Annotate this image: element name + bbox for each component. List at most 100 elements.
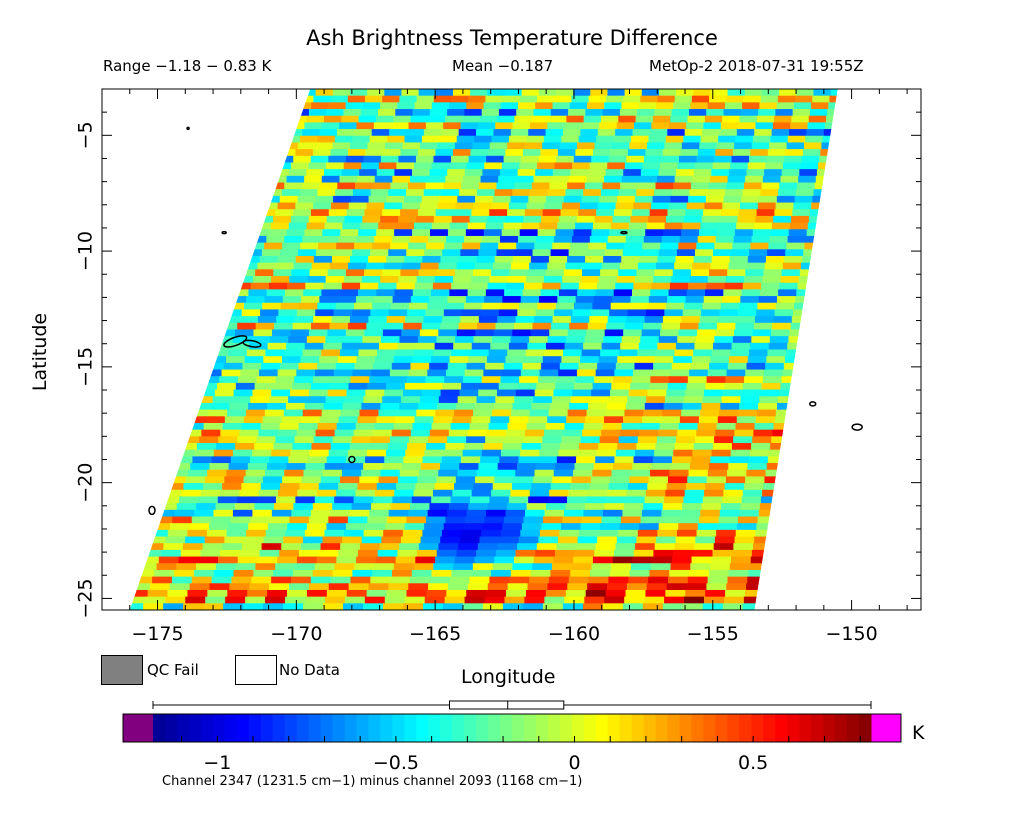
heatmap-cell bbox=[671, 189, 691, 197]
heatmap-cell bbox=[772, 543, 793, 551]
heatmap-cell bbox=[187, 469, 208, 478]
colorbar-segment bbox=[248, 714, 262, 742]
heatmap-cell bbox=[165, 422, 186, 431]
heatmap-cell bbox=[304, 122, 323, 130]
heatmap-cell bbox=[639, 523, 660, 531]
heatmap-cell bbox=[386, 449, 406, 457]
heatmap-cell bbox=[547, 416, 567, 424]
heatmap-cell bbox=[191, 349, 211, 357]
heatmap-cell bbox=[574, 549, 595, 558]
heatmap-cell bbox=[380, 276, 400, 284]
heatmap-cell bbox=[191, 576, 213, 584]
heatmap-cell bbox=[440, 255, 460, 264]
heatmap-cell bbox=[739, 402, 759, 411]
heatmap-cell bbox=[182, 543, 204, 551]
heatmap-cell bbox=[407, 443, 427, 451]
heatmap-cell bbox=[624, 409, 644, 417]
heatmap-cell bbox=[391, 122, 410, 130]
heatmap-cell bbox=[331, 255, 351, 264]
heatmap-cell bbox=[314, 496, 335, 504]
heatmap-cell bbox=[382, 329, 402, 337]
heatmap-cell bbox=[436, 269, 456, 277]
heatmap-cell bbox=[368, 255, 387, 264]
heatmap-cell bbox=[472, 563, 494, 571]
heatmap-cell bbox=[152, 516, 173, 524]
heatmap-cell bbox=[283, 409, 304, 417]
heatmap-cell bbox=[361, 536, 382, 544]
heatmap-cell bbox=[416, 409, 436, 417]
heatmap-cell bbox=[605, 169, 624, 177]
heatmap-cell bbox=[503, 155, 522, 164]
heatmap-cell bbox=[742, 102, 760, 110]
heatmap-cell bbox=[493, 129, 512, 137]
heatmap-cell bbox=[387, 443, 408, 451]
heatmap-cell bbox=[622, 509, 643, 518]
heatmap-cell bbox=[220, 549, 241, 558]
heatmap-cell bbox=[277, 255, 297, 264]
heatmap-cell bbox=[759, 289, 779, 297]
heatmap-cell bbox=[462, 175, 482, 184]
heatmap-cell bbox=[643, 155, 663, 164]
colorbar-segment bbox=[643, 714, 657, 742]
heatmap-cell bbox=[577, 289, 597, 297]
heatmap-cell bbox=[651, 202, 670, 210]
heatmap-cell bbox=[774, 209, 793, 217]
heatmap-cell bbox=[755, 215, 774, 224]
heatmap-cell bbox=[656, 536, 677, 544]
heatmap-cell bbox=[536, 162, 556, 170]
heatmap-cell bbox=[468, 155, 487, 164]
heatmap-cell bbox=[489, 142, 508, 150]
heatmap-cell bbox=[757, 302, 777, 311]
heatmap-cell bbox=[510, 569, 532, 578]
axis-ticks bbox=[101, 88, 921, 610]
heatmap-cell bbox=[580, 276, 600, 284]
heatmap-cell bbox=[667, 576, 689, 584]
heatmap-cell bbox=[695, 162, 714, 170]
heatmap-cell bbox=[686, 583, 708, 591]
heatmap-cell bbox=[530, 255, 550, 264]
heatmap-cell bbox=[775, 109, 794, 117]
heatmap-cell bbox=[759, 195, 778, 204]
heatmap-cell bbox=[615, 129, 634, 137]
heatmap-cell bbox=[497, 115, 516, 123]
heatmap-cell bbox=[368, 443, 389, 451]
heatmap-cell bbox=[724, 282, 744, 290]
heatmap-cell bbox=[693, 443, 714, 451]
heatmap-cell bbox=[151, 463, 172, 471]
heatmap-cell bbox=[846, 102, 864, 109]
heatmap-cell bbox=[774, 309, 794, 317]
heatmap-cell bbox=[805, 235, 825, 244]
heatmap-cell bbox=[301, 296, 320, 304]
heatmap-cell bbox=[261, 543, 282, 551]
heatmap-cell bbox=[549, 182, 568, 190]
heatmap-cell bbox=[742, 282, 762, 290]
heatmap-cell bbox=[129, 529, 149, 538]
heatmap-cell bbox=[579, 529, 600, 538]
heatmap-cell bbox=[486, 356, 507, 364]
heatmap-cell bbox=[586, 175, 605, 184]
heatmap-cell bbox=[609, 389, 630, 397]
heatmap-cell bbox=[421, 135, 440, 144]
heatmap-cell bbox=[304, 529, 326, 538]
heatmap-cell bbox=[509, 269, 529, 277]
heatmap-cell bbox=[594, 549, 615, 558]
heatmap-cell bbox=[618, 349, 638, 357]
heatmap-cell bbox=[778, 189, 797, 197]
heatmap-cell bbox=[480, 242, 499, 250]
heatmap-cell bbox=[295, 255, 315, 264]
heatmap-cell bbox=[439, 195, 458, 204]
heatmap-cell bbox=[720, 122, 739, 130]
heatmap-cell bbox=[747, 255, 767, 264]
heatmap-cell bbox=[312, 149, 332, 157]
heatmap-cell bbox=[512, 402, 533, 411]
heatmap-cell bbox=[254, 503, 275, 511]
heatmap-cell bbox=[326, 162, 345, 170]
heatmap-cell bbox=[687, 115, 706, 123]
heatmap-cell bbox=[341, 342, 362, 351]
heatmap-cell bbox=[522, 603, 544, 610]
heatmap-cell bbox=[745, 589, 766, 598]
heatmap-cell bbox=[824, 229, 838, 237]
heatmap-cell bbox=[771, 222, 791, 230]
heatmap-cell bbox=[666, 389, 686, 397]
heatmap-cell bbox=[250, 229, 270, 237]
